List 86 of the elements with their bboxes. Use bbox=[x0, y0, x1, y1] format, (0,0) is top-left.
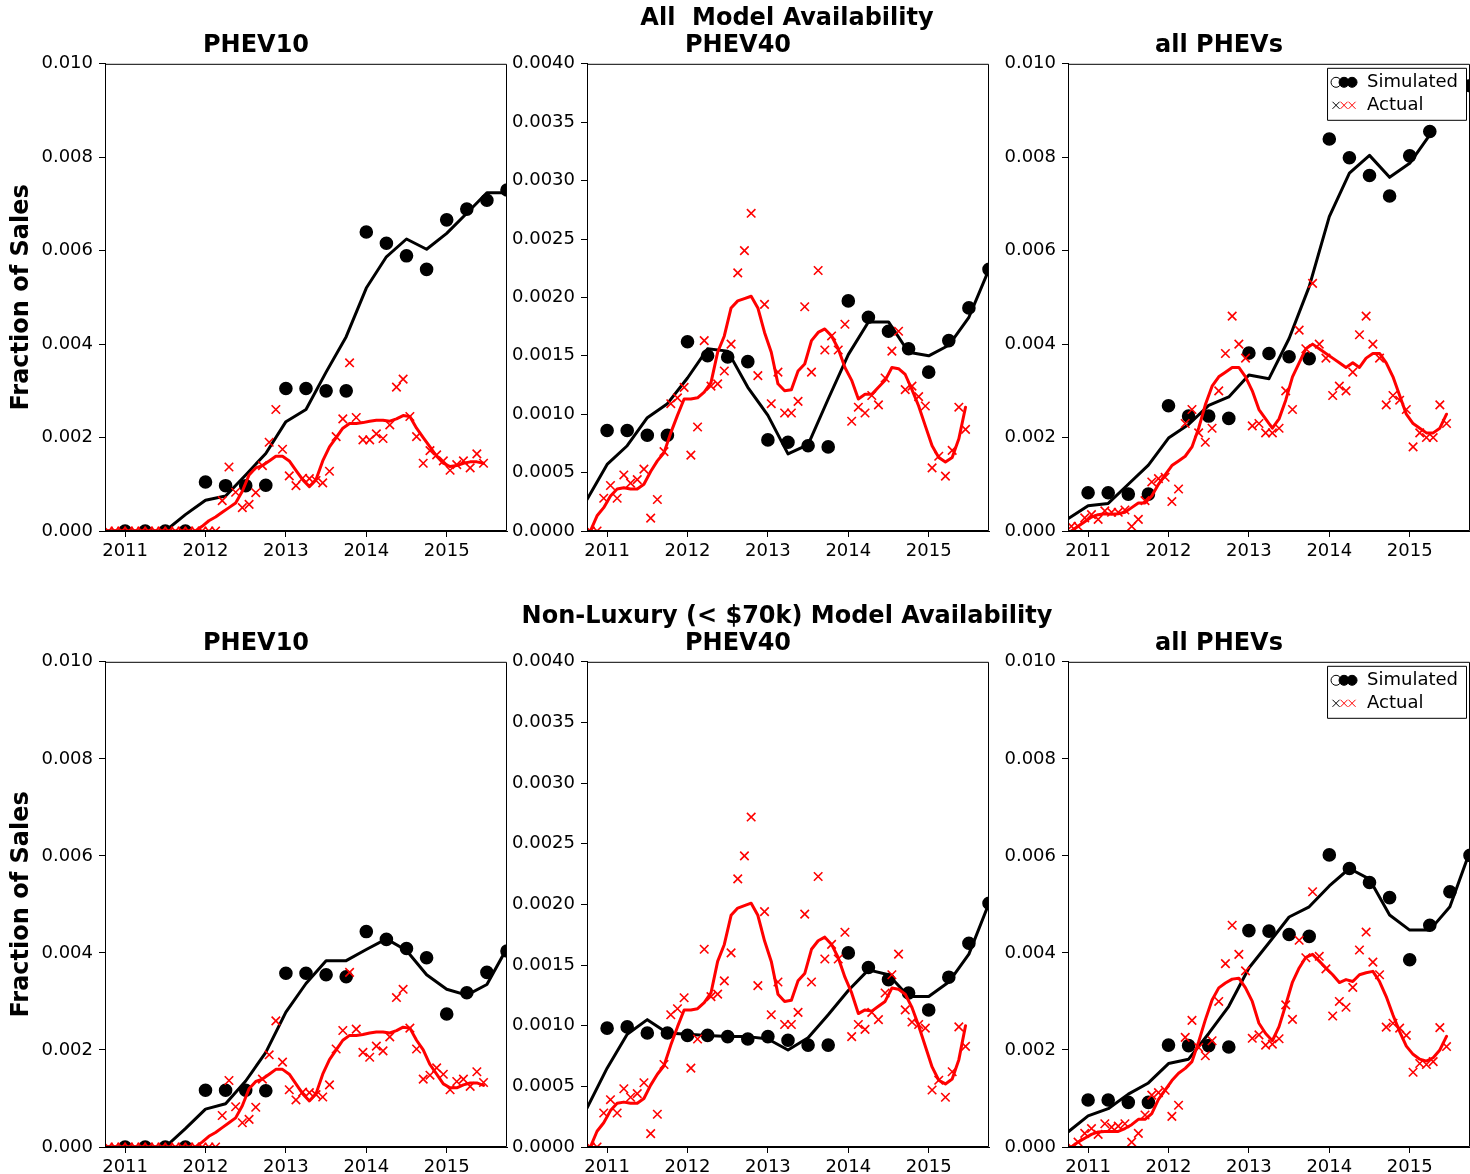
y-tick-label: 0.0025 bbox=[512, 226, 575, 248]
y-tick-label: 0.006 bbox=[1004, 238, 1056, 260]
x-tick-label: 2013 bbox=[1225, 539, 1272, 561]
x-tick-label: 2015 bbox=[905, 1155, 952, 1174]
y-tick-label: 0.004 bbox=[1004, 940, 1056, 962]
y-tick-label: 0.0040 bbox=[512, 51, 575, 73]
x-tick-label: 2011 bbox=[1065, 539, 1112, 561]
y-tick-label: 0.004 bbox=[1004, 331, 1056, 353]
y-tick-label: 0.002 bbox=[1004, 425, 1056, 447]
text: Non-Luxury (< $70k) Model Availability bbox=[520, 601, 1054, 629]
y-tick-label: 0.0030 bbox=[512, 168, 575, 190]
y-tick-label: 0.0030 bbox=[512, 770, 575, 792]
y-tick-label: 0.0035 bbox=[512, 710, 575, 732]
x-tick-label: 2014 bbox=[1306, 1155, 1353, 1174]
y-tick-label: 0.000 bbox=[1004, 1134, 1056, 1156]
y-tick-label: 0.002 bbox=[41, 425, 93, 447]
y-tick-label: 0.000 bbox=[41, 1134, 93, 1156]
y-tick-label: 0.006 bbox=[1004, 843, 1056, 865]
x-tick-label: 2013 bbox=[744, 1155, 791, 1174]
y-tick-label: 0.008 bbox=[1004, 746, 1056, 768]
y-tick-label: 0.010 bbox=[41, 51, 93, 73]
x-tick-label: 2015 bbox=[1386, 539, 1433, 561]
y-tick-label: 0.008 bbox=[1004, 144, 1056, 166]
x-tick-label: 2014 bbox=[1306, 539, 1353, 561]
y-tick-label: 0.010 bbox=[41, 649, 93, 671]
x-tick-label: 2015 bbox=[1386, 1155, 1433, 1174]
x-tick-label: 2014 bbox=[825, 1155, 872, 1174]
x-tick-label: 2012 bbox=[664, 1155, 711, 1174]
chart-title: PHEV10 bbox=[202, 29, 310, 58]
y-tick-label: 0.0000 bbox=[512, 1134, 575, 1156]
y-axis-title: Fraction of Sales bbox=[5, 791, 34, 1018]
y-tick-label: 0.010 bbox=[1004, 51, 1056, 73]
x-tick-label: 2011 bbox=[584, 539, 631, 561]
y-tick-label: 0.0015 bbox=[512, 343, 575, 365]
x-tick-label: 2013 bbox=[262, 1155, 309, 1174]
chart-title: PHEV10 bbox=[202, 627, 310, 656]
y-tick-label: 0.0000 bbox=[512, 518, 575, 540]
x-tick-label: 2013 bbox=[262, 539, 309, 561]
y-tick-label: 0.000 bbox=[41, 518, 93, 540]
y-tick-label: 0.004 bbox=[41, 940, 93, 962]
x-tick-label: 2012 bbox=[1145, 539, 1192, 561]
y-tick-label: 0.002 bbox=[1004, 1037, 1056, 1059]
y-tick-label: 0.0035 bbox=[512, 109, 575, 131]
x-tick-label: 2013 bbox=[744, 539, 791, 561]
x-tick-label: 2012 bbox=[182, 1155, 229, 1174]
x-tick-label: 2011 bbox=[102, 539, 149, 561]
legend-label: Actual bbox=[1367, 690, 1424, 712]
legend-label: Simulated bbox=[1367, 667, 1459, 689]
chart-title: PHEV40 bbox=[684, 627, 792, 656]
legend-label: Simulated bbox=[1367, 69, 1459, 91]
y-tick-label: 0.006 bbox=[41, 843, 93, 865]
x-tick-label: 2015 bbox=[423, 1155, 470, 1174]
x-tick-label: 2012 bbox=[182, 539, 229, 561]
legend-label: Actual bbox=[1367, 92, 1424, 114]
x-tick-label: 2011 bbox=[102, 1155, 149, 1174]
x-tick-label: 2015 bbox=[423, 539, 470, 561]
chart-title: PHEV40 bbox=[684, 29, 792, 58]
text: All Model Availability bbox=[639, 3, 935, 31]
y-tick-label: 0.0005 bbox=[512, 460, 575, 482]
x-tick-label: 2011 bbox=[584, 1155, 631, 1174]
x-tick-label: 2014 bbox=[825, 539, 872, 561]
y-tick-label: 0.0025 bbox=[512, 831, 575, 853]
y-tick-label: 0.0020 bbox=[512, 892, 575, 914]
y-tick-label: 0.0040 bbox=[512, 649, 575, 671]
x-tick-label: 2013 bbox=[1225, 1155, 1272, 1174]
y-tick-label: 0.0005 bbox=[512, 1074, 575, 1096]
chart-title: all PHEVs bbox=[1155, 627, 1283, 656]
x-tick-label: 2011 bbox=[1065, 1155, 1112, 1174]
y-axis-title: Fraction of Sales bbox=[5, 184, 34, 411]
y-tick-label: 0.010 bbox=[1004, 649, 1056, 671]
y-tick-label: 0.006 bbox=[41, 238, 93, 260]
y-tick-label: 0.008 bbox=[41, 746, 93, 768]
y-tick-label: 0.002 bbox=[41, 1037, 93, 1059]
y-tick-label: 0.000 bbox=[1004, 518, 1056, 540]
y-tick-label: 0.008 bbox=[41, 144, 93, 166]
x-tick-label: 2012 bbox=[664, 539, 711, 561]
y-tick-label: 0.0015 bbox=[512, 952, 575, 974]
x-tick-label: 2015 bbox=[905, 539, 952, 561]
chart-title: all PHEVs bbox=[1155, 29, 1283, 58]
x-tick-label: 2012 bbox=[1145, 1155, 1192, 1174]
x-tick-label: 2014 bbox=[343, 1155, 390, 1174]
y-tick-label: 0.004 bbox=[41, 331, 93, 353]
y-tick-label: 0.0020 bbox=[512, 285, 575, 307]
y-tick-label: 0.0010 bbox=[512, 1013, 575, 1035]
x-tick-label: 2014 bbox=[343, 539, 390, 561]
y-tick-label: 0.0010 bbox=[512, 401, 575, 423]
